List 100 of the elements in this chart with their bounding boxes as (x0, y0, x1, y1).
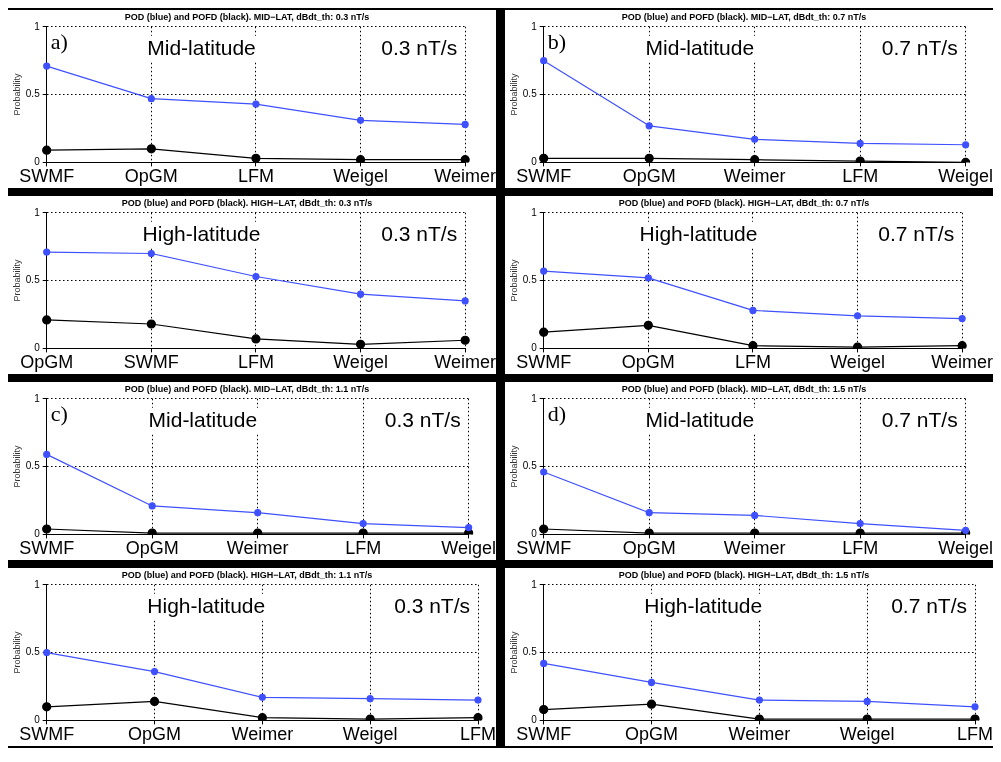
y-axis-title: Probability (508, 631, 519, 674)
point (253, 528, 263, 535)
x-tick-label: LFM (237, 352, 274, 373)
y-tick-label: 0 (34, 714, 41, 726)
annotation: 0.3 nT/s (384, 407, 461, 431)
point (474, 696, 482, 704)
y-tick-label: 1 (34, 20, 41, 32)
x-tick-label: SWMF (19, 538, 75, 559)
point (645, 509, 653, 517)
y-tick-label: 1 (34, 578, 41, 590)
chart-title: POD (blue) and POFD (black). MID−LAT, dBdt_th: 0.3 nT/s (124, 11, 370, 22)
point (147, 528, 157, 535)
annotation: Mid-latitude (147, 35, 256, 59)
point (42, 315, 52, 325)
point (539, 153, 549, 163)
point (958, 314, 966, 323)
y-axis-title: Probability (11, 259, 22, 302)
point (42, 702, 52, 712)
x-tick-label: OpGM (124, 166, 178, 187)
annotation: High-latitude (147, 593, 266, 617)
point (646, 699, 657, 709)
annotation: 0.7 nT/s (881, 407, 958, 431)
point (258, 693, 266, 701)
y-tick-label: 0 (34, 342, 41, 354)
point (539, 524, 549, 534)
point (962, 141, 970, 149)
point (42, 524, 52, 534)
chart-title: POD (blue) and POFD (black). HIGH−LAT, dBdt_th: 0.3 nT/s (121, 197, 373, 208)
point (356, 290, 365, 298)
y-tick-label: 0.5 (522, 274, 538, 286)
x-tick-label: Weimer (723, 538, 786, 559)
annotation: High-latitude (644, 593, 763, 617)
x-tick-label: Weigel (839, 724, 895, 745)
y-tick-label: 0.5 (522, 646, 538, 658)
point (252, 100, 260, 108)
point (644, 274, 652, 282)
x-tick-label: LFM (460, 724, 496, 745)
x-tick-label: SWMF (19, 166, 75, 187)
point (863, 697, 871, 706)
y-axis-title: Probability (11, 631, 22, 674)
x-tick-label: OpGM (125, 538, 179, 559)
annotation: Mid-latitude (645, 407, 755, 431)
x-tick-label: SWMF (19, 724, 75, 745)
x-tick-label: Weigel (333, 352, 388, 373)
annotation: 0.7 nT/s (891, 593, 967, 617)
y-tick-label: 0 (34, 528, 41, 540)
point (645, 122, 653, 130)
point (461, 120, 469, 129)
chart-title: POD (blue) and POFD (black). MID−LAT, dBdt_th: 0.7 nT/s (621, 11, 867, 22)
point (43, 450, 51, 458)
point (540, 659, 548, 668)
x-tick-label: Weimer (231, 724, 294, 745)
point (539, 704, 549, 715)
x-tick-label: OpGM (622, 538, 676, 559)
x-tick-label: LFM (345, 538, 382, 559)
point (146, 144, 156, 154)
point (365, 714, 375, 721)
y-tick-label: 1 (34, 392, 41, 404)
point (147, 95, 155, 103)
annotation: Mid-latitude (148, 407, 258, 431)
point (42, 145, 52, 155)
y-axis-title: Probability (11, 445, 22, 488)
y-tick-label: 0 (34, 156, 41, 168)
x-tick-label: Weimer (434, 166, 497, 187)
y-tick-label: 0 (531, 714, 538, 726)
annotation: 0.7 nT/s (878, 221, 955, 245)
y-tick-label: 1 (531, 206, 538, 218)
x-tick-label: LFM (842, 538, 879, 559)
point (644, 528, 654, 535)
point (43, 649, 51, 657)
point (149, 696, 160, 707)
x-tick-label: LFM (734, 352, 771, 373)
point (150, 667, 159, 676)
point (540, 468, 548, 476)
point (146, 319, 156, 329)
point (359, 519, 367, 528)
point (748, 341, 758, 349)
y-tick-label: 1 (531, 578, 538, 590)
annotation: 0.3 nT/s (381, 35, 458, 59)
point (855, 156, 865, 163)
x-tick-label: Weigel (938, 166, 993, 187)
x-tick-label: Weigel (333, 166, 388, 187)
point (461, 297, 469, 305)
y-tick-label: 0.5 (25, 274, 41, 286)
point (257, 713, 267, 721)
point (355, 339, 366, 349)
point (754, 714, 764, 721)
point (970, 714, 980, 721)
x-tick-label: OpGM (128, 724, 182, 745)
annotation: Mid-latitude (645, 35, 755, 59)
y-tick-label: 0.5 (522, 88, 538, 100)
chart-title: POD (blue) and POFD (black). HIGH−LAT, dBdt_th: 0.7 nT/s (618, 197, 870, 208)
point (460, 155, 470, 163)
annotation: 0.3 nT/s (381, 221, 458, 245)
annotation: High-latitude (142, 221, 261, 245)
point (862, 714, 872, 721)
point (147, 249, 155, 258)
x-tick-label: Weimer (931, 352, 994, 373)
x-tick-label: SWMF (516, 724, 572, 745)
y-tick-label: 1 (531, 392, 538, 404)
